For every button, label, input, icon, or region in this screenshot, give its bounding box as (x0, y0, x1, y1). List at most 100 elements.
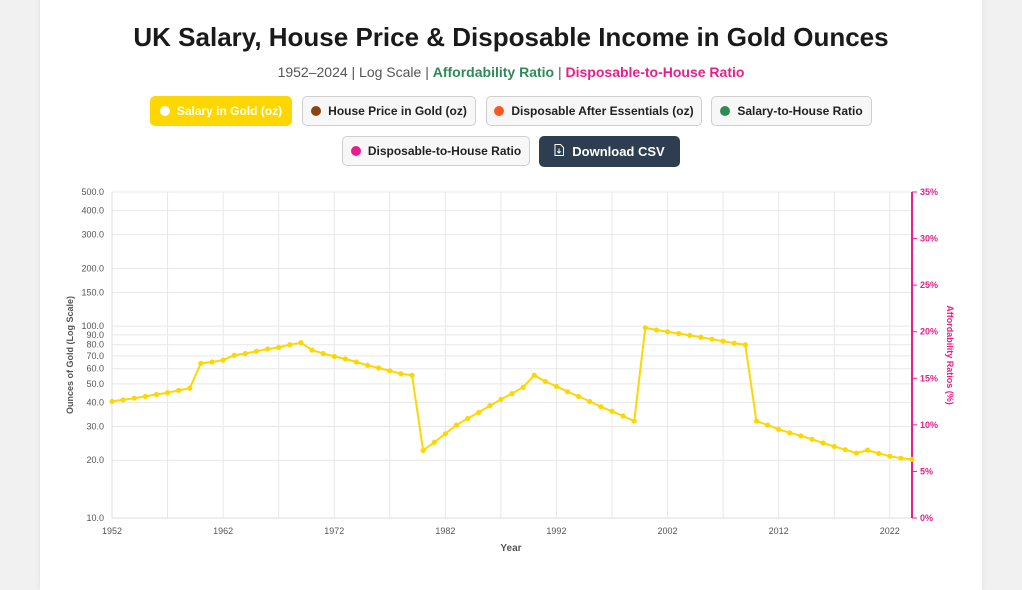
salary-data-point (576, 393, 582, 400)
salary-data-point (453, 422, 460, 428)
x-axis-label: Year (500, 543, 521, 554)
salary-data-point (131, 395, 137, 401)
salary-data-point (631, 418, 637, 424)
toggle-disposable-button[interactable]: Disposable After Essentials (oz) (486, 96, 702, 126)
salary-data-point (498, 396, 504, 403)
salary-data-point (253, 348, 260, 354)
salary-data-point (464, 415, 471, 422)
button-label: House Price in Gold (oz) (328, 104, 467, 118)
salary-data-point (842, 447, 848, 453)
y2-tick-label: 10% (920, 420, 938, 430)
y-tick-label: 30.0 (86, 421, 104, 431)
salary-data-point (598, 404, 604, 410)
salary-data-point (242, 350, 248, 357)
subtitle-disposable-ratio: Disposable-to-House Ratio (565, 64, 745, 80)
salary-data-point (164, 390, 171, 396)
salary-data-point (298, 340, 304, 346)
salary-data-point (342, 356, 348, 362)
series-dot-icon (159, 106, 170, 116)
y-tick-label: 50.0 (86, 379, 104, 389)
x-tick-label: 2022 (880, 526, 900, 536)
salary-data-point (398, 371, 404, 377)
x-tick-label: 1982 (435, 526, 455, 536)
x-tick-label: 1992 (546, 526, 566, 536)
salary-data-point (420, 447, 426, 454)
series-dot-icon (311, 106, 322, 116)
salary-data-point (409, 372, 415, 378)
salary-data-point (831, 443, 837, 450)
salary-data-point (264, 346, 271, 352)
salary-data-point (864, 447, 871, 453)
download-csv-button[interactable]: Download CSV (539, 136, 680, 167)
series-layer (109, 325, 915, 463)
y-tick-label: 90.0 (86, 330, 104, 340)
y-tick-label: 500.0 (81, 187, 104, 197)
salary-data-point (487, 403, 493, 409)
button-label: Disposable After Essentials (oz) (511, 104, 694, 118)
file-download-icon (554, 144, 565, 159)
salary-data-point (731, 340, 737, 346)
y-tick-label: 150.0 (81, 287, 104, 297)
salary-data-point (753, 418, 760, 424)
salary-data-point (764, 422, 771, 428)
salary-data-point (676, 330, 682, 337)
salary-data-point (853, 450, 860, 456)
salary-data-point (642, 325, 648, 331)
x-tick-label: 2002 (658, 526, 678, 536)
salary-data-point (431, 439, 437, 445)
series-dot-icon (350, 146, 361, 156)
salary-data-point (442, 431, 448, 437)
salary-data-point (476, 409, 482, 416)
salary-data-point (509, 390, 515, 397)
x-tick-label: 2012 (769, 526, 789, 536)
toggle-disposable-to-house-button[interactable]: Disposable-to-House Ratio (342, 136, 530, 166)
salary-data-point (276, 344, 282, 350)
y2-tick-label: 25% (920, 280, 938, 290)
salary-data-point (320, 350, 326, 357)
toggle-salary-button[interactable]: Salary in Gold (oz) (150, 96, 292, 126)
salary-data-point (220, 357, 226, 363)
salary-data-point (742, 342, 748, 348)
salary-data-point (542, 378, 548, 385)
salary-data-point (687, 332, 693, 338)
x-tick-label: 1962 (213, 526, 233, 536)
salary-data-point (698, 334, 704, 340)
salary-data-point (776, 426, 782, 432)
salary-data-point (609, 408, 615, 414)
y-tick-label: 40.0 (86, 397, 104, 407)
chart-svg: 1952 1962 1972 1982 1992 2002 2012 2022 10.0 20.0… (65, 187, 955, 554)
button-label: Salary-to-House Ratio (737, 104, 863, 118)
salary-data-point (720, 338, 726, 344)
y2-axis-label: Affordability Ratios (%) (945, 305, 955, 405)
y2-tick-label: 5% (920, 466, 933, 476)
salary-data-point (876, 450, 882, 457)
toggle-house-price-button[interactable]: House Price in Gold (oz) (302, 96, 476, 126)
axes: 1952 1962 1972 1982 1992 2002 2012 2022 10.0 20.0… (81, 187, 938, 536)
y-axis-label: Ounces of Gold (Log Scale) (65, 296, 75, 414)
salary-data-point (898, 455, 904, 461)
salary-data-point (331, 353, 337, 360)
y-tick-label: 70.0 (86, 351, 104, 361)
y-tick-label: 400.0 (81, 206, 104, 216)
salary-data-point (231, 352, 237, 358)
salary-data-point (120, 397, 126, 403)
salary-data-point (620, 413, 626, 419)
button-label: Disposable-to-House Ratio (367, 144, 522, 158)
salary-data-point (909, 456, 915, 463)
y-tick-label: 300.0 (81, 230, 104, 240)
download-label: Download CSV (572, 144, 665, 159)
x-tick-label: 1952 (102, 526, 122, 536)
button-label: Salary in Gold (oz) (176, 104, 283, 118)
y2-tick-label: 35% (920, 187, 938, 197)
salary-data-point (531, 372, 537, 378)
salary-data-point (376, 365, 382, 371)
salary-data-point (553, 383, 560, 390)
toggle-salary-to-house-button[interactable]: Salary-to-House Ratio (711, 96, 872, 126)
salary-data-point (387, 368, 393, 374)
y-tick-label: 80.0 (86, 340, 104, 350)
salary-data-point (887, 453, 893, 459)
salary-data-point (587, 398, 593, 405)
subtitle-affordability: Affordability Ratio (432, 64, 555, 80)
y2-tick-label: 15% (920, 373, 938, 383)
y-tick-label: 10.0 (86, 513, 104, 523)
